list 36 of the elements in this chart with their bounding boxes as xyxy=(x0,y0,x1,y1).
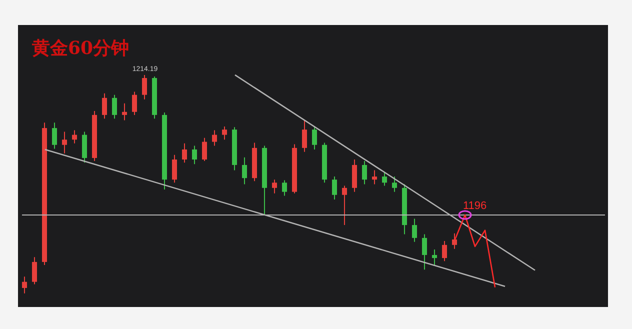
candlestick xyxy=(342,185,347,226)
candlestick xyxy=(72,130,77,144)
candlestick xyxy=(282,180,287,196)
annotation: 1196 xyxy=(463,200,487,212)
candlestick xyxy=(82,131,87,164)
candlestick xyxy=(22,276,27,294)
candlestick xyxy=(122,102,127,121)
candlestick xyxy=(202,137,207,162)
candlestick xyxy=(452,232,457,250)
candlestick xyxy=(172,154,177,184)
candlestick xyxy=(332,176,337,200)
candlestick xyxy=(392,176,397,192)
candlestick xyxy=(112,94,117,120)
candlestick xyxy=(422,234,427,270)
chart-title: 黄金60分钟 xyxy=(32,37,130,60)
candlestick xyxy=(132,91,137,116)
candlestick xyxy=(372,170,377,185)
candlestick xyxy=(242,156,247,185)
candlestick xyxy=(302,120,307,152)
candlestick xyxy=(62,131,67,154)
candlestick xyxy=(362,160,367,185)
candlestick xyxy=(382,172,387,186)
candlestick xyxy=(32,256,37,285)
candlestick xyxy=(102,92,107,120)
candlestick xyxy=(212,130,217,146)
candlestick xyxy=(222,126,227,140)
candlestick xyxy=(432,249,437,266)
candlestick xyxy=(192,145,197,165)
candlestick xyxy=(312,126,317,150)
candlestick xyxy=(272,179,277,194)
candlestick xyxy=(52,122,57,150)
candlestick xyxy=(442,240,447,262)
candlestick xyxy=(182,142,187,164)
candlestick xyxy=(412,218,417,242)
candlestick xyxy=(352,159,357,192)
candlestick xyxy=(142,74,147,100)
